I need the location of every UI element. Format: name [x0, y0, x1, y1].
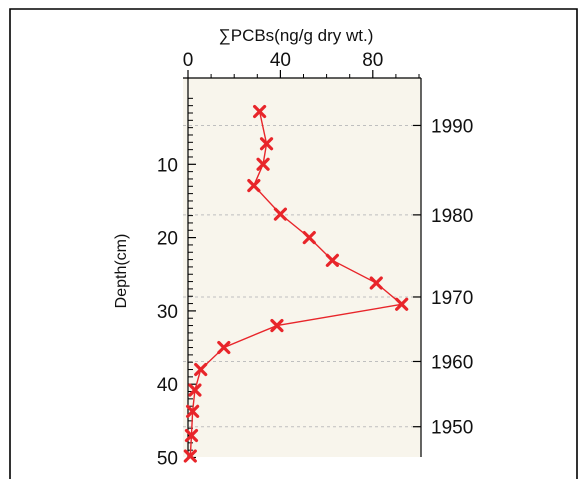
x-axis-title: ∑PCBs(ng/g dry wt.) [219, 26, 374, 45]
data-point [253, 104, 267, 119]
y-tick-label: 40 [157, 375, 178, 396]
right-axis-label: 1990 [431, 116, 473, 137]
x-ticks: 0 40 80 [183, 50, 420, 78]
x-tick-label: 0 [183, 50, 194, 71]
data-point [395, 297, 409, 311]
data-point [188, 383, 202, 397]
series-markers [183, 104, 409, 463]
y-tick-label: 10 [157, 155, 178, 176]
data-point [259, 137, 274, 151]
data-point [273, 207, 287, 221]
data-point [194, 362, 208, 377]
y-tick-label: 50 [157, 449, 178, 470]
data-point [186, 404, 200, 418]
right-axis-label: 1970 [431, 288, 473, 309]
data-point [270, 318, 284, 333]
x-tick-label: 40 [270, 50, 291, 71]
data-point [369, 276, 383, 290]
data-point [217, 340, 231, 355]
gridlines [183, 124, 421, 428]
data-point [325, 253, 339, 267]
y-tick-label: 30 [157, 302, 178, 323]
data-point [302, 231, 316, 245]
y-axis-title: Depth(cm) [113, 234, 130, 309]
right-axis-label: 1960 [431, 352, 473, 373]
right-axis-label: 1950 [431, 418, 473, 439]
data-point [184, 428, 199, 443]
y-ticks: 10 20 30 40 50 [157, 97, 196, 470]
right-axis-label: 1980 [431, 206, 473, 227]
plot-area [183, 78, 421, 457]
figure-border [9, 8, 578, 479]
series-line [189, 111, 404, 457]
x-tick-label: 80 [362, 50, 383, 71]
y-tick-label: 20 [157, 229, 178, 250]
data-point [256, 157, 270, 171]
data-point [183, 449, 197, 463]
data-point [247, 178, 261, 193]
right-axis-labels: 1990 1980 1970 1960 1950 [413, 116, 473, 439]
